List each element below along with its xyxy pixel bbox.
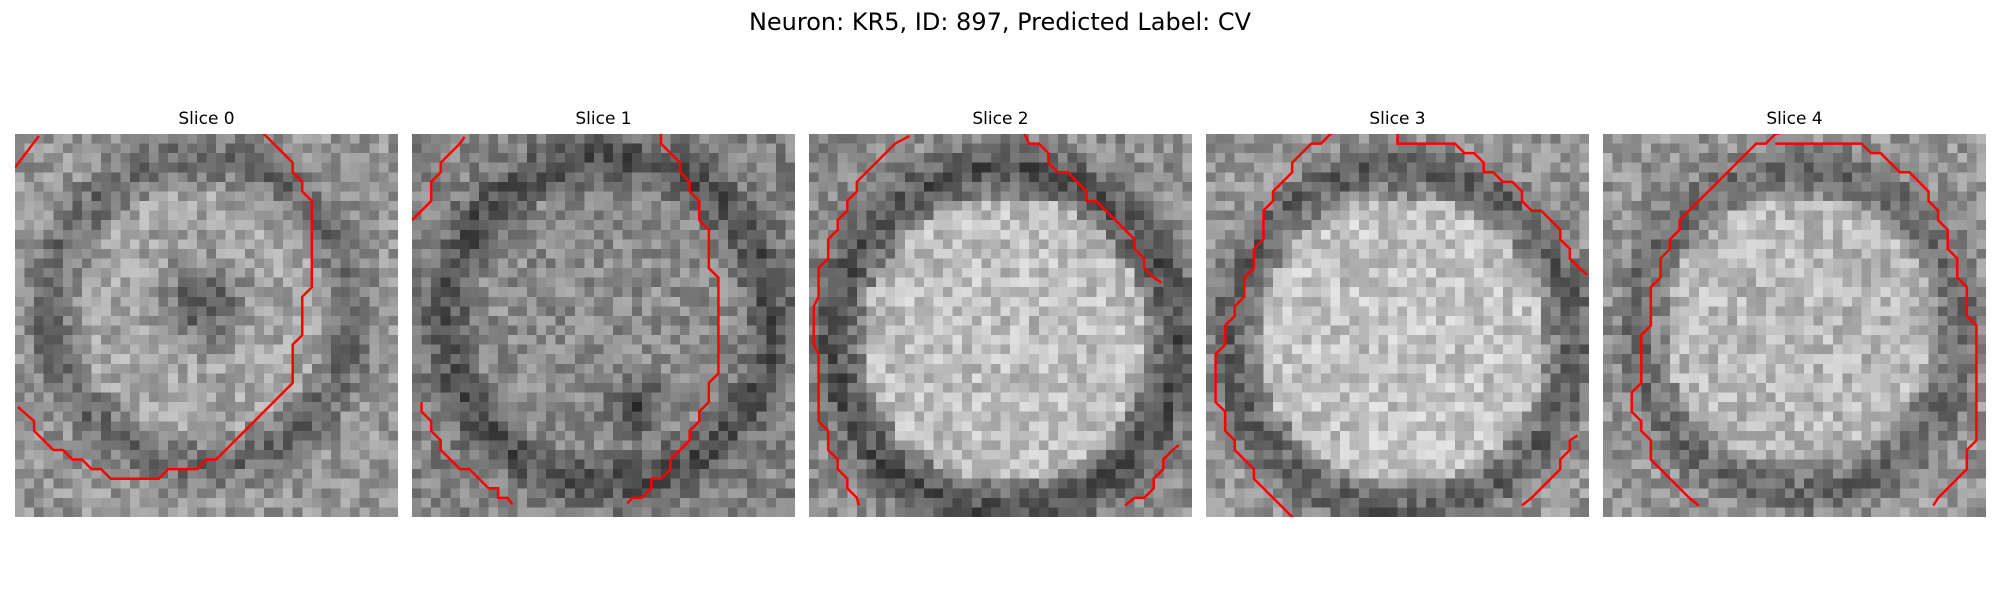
contour-line-1 — [1023, 134, 1163, 284]
slice-image — [412, 134, 795, 517]
contour-line-2 — [1521, 434, 1579, 507]
contour-overlay — [15, 134, 314, 480]
slice-panel-3: Slice 3 — [1206, 108, 1589, 517]
contour-overlay — [1630, 134, 1978, 507]
slice-title: Slice 2 — [972, 109, 1029, 129]
contour-overlay — [1214, 134, 1588, 517]
slice-image — [15, 134, 398, 517]
slice-title: Slice 3 — [1369, 109, 1426, 129]
slice-title: Slice 0 — [178, 109, 235, 129]
contour-line-2 — [1124, 444, 1180, 507]
slice-image-frame — [1206, 134, 1589, 517]
slice-image — [1603, 134, 1986, 517]
slice-panel-2: Slice 2 — [809, 108, 1192, 517]
contour-line-0 — [812, 134, 911, 506]
contour-line-0 — [15, 135, 40, 169]
slice-panel-4: Slice 4 — [1603, 108, 1986, 517]
contour-overlay — [412, 134, 720, 506]
contour-overlay — [812, 134, 1180, 507]
contour-line-0 — [1630, 134, 1782, 507]
slice-image — [1206, 134, 1589, 517]
contour-line-1 — [17, 134, 314, 480]
contour-line-1 — [1775, 142, 1978, 507]
slice-panel-0: Slice 0 — [15, 108, 398, 517]
slice-image-frame — [809, 134, 1192, 517]
slice-panel-1: Slice 1 — [412, 108, 795, 517]
slice-image-frame — [412, 134, 795, 517]
slice-image — [809, 134, 1192, 517]
slice-title: Slice 1 — [575, 109, 632, 129]
slice-title: Slice 4 — [1766, 109, 1823, 129]
contour-line-0 — [1214, 134, 1334, 517]
contour-line-1 — [1396, 134, 1588, 276]
contour-line-2 — [626, 134, 720, 505]
slice-image-frame — [1603, 134, 1986, 517]
contour-line-1 — [420, 402, 514, 506]
slice-image-frame — [15, 134, 398, 517]
figure-title: Neuron: KR5, ID: 897, Predicted Label: C… — [748, 8, 1252, 36]
contour-line-0 — [412, 136, 466, 222]
